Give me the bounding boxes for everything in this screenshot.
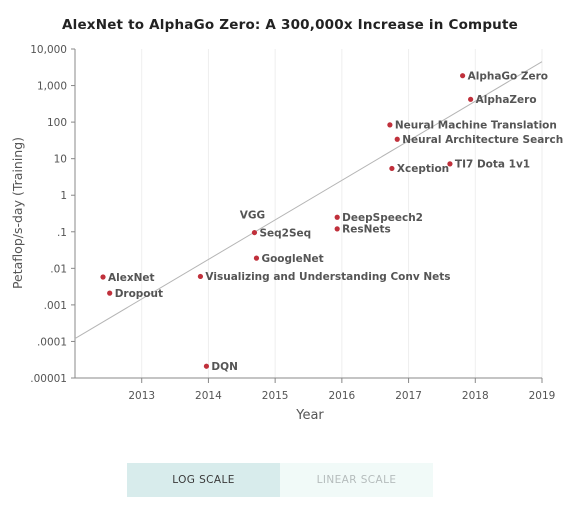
x-tick-label-2014: 2014 bbox=[195, 390, 222, 402]
y-tick-label: .0001 bbox=[37, 336, 67, 348]
y-tick-label: 1,000 bbox=[37, 81, 67, 93]
trend-line bbox=[74, 61, 543, 339]
point-label: ResNets bbox=[342, 224, 391, 236]
x-tick-label-2013: 2013 bbox=[128, 390, 155, 402]
grid-lines bbox=[141, 49, 543, 378]
point-label: Xception bbox=[397, 163, 449, 175]
x-tick-label-2016: 2016 bbox=[328, 390, 355, 402]
log-scale-button[interactable]: LOG SCALE bbox=[127, 463, 280, 497]
data-point bbox=[334, 214, 340, 220]
point-label: Dropout bbox=[115, 288, 163, 300]
axes bbox=[71, 48, 543, 383]
linear-scale-button[interactable]: LINEAR SCALE bbox=[316, 474, 397, 486]
x-tick-labels: 2013 2014 2015 2016 2017 2018 2019 bbox=[128, 390, 555, 402]
data-point bbox=[387, 122, 393, 128]
x-tick-label-2019: 2019 bbox=[529, 390, 556, 402]
y-axis-label: Petaflop/s-day (Training) bbox=[10, 137, 25, 289]
point-label: Seq2Seq bbox=[259, 227, 311, 239]
data-point bbox=[460, 73, 466, 79]
y-tick-label: 100 bbox=[47, 117, 67, 129]
x-axis-label: Year bbox=[295, 408, 324, 423]
point-label: DQN bbox=[211, 361, 237, 373]
y-tick-label: .01 bbox=[50, 263, 67, 275]
data-point bbox=[251, 229, 258, 236]
data-points bbox=[100, 73, 474, 369]
point-label: Visualizing and Understanding Conv Nets bbox=[205, 271, 450, 283]
data-point bbox=[253, 255, 260, 261]
trend-line-group bbox=[74, 61, 543, 339]
data-point bbox=[468, 96, 474, 102]
y-tick-labels: 10,000 1,000 100 10 1 .1 .01 .001 .0001 .00001 bbox=[30, 44, 67, 385]
scale-toggle: LOG SCALE LINEAR SCALE bbox=[127, 463, 433, 497]
data-point bbox=[394, 136, 400, 142]
data-point bbox=[447, 161, 453, 167]
point-label: AlphaZero bbox=[476, 94, 537, 106]
y-tick-label: .001 bbox=[44, 300, 67, 312]
y-tick-label: 1 bbox=[60, 190, 67, 202]
chart-title: AlexNet to AlphaGo Zero: A 300,000x Incr… bbox=[61, 17, 519, 33]
scatter-chart: 10,000 1,000 100 10 1 .1 .01 .001 .0001 .00001 20… bbox=[10, 44, 563, 423]
y-tick-label: .00001 bbox=[30, 373, 67, 385]
point-labels: AlexNet Dropout Visualizing and Understand… bbox=[108, 71, 563, 374]
data-point bbox=[100, 274, 106, 280]
point-label: AlphaGo Zero bbox=[468, 71, 548, 83]
data-point bbox=[203, 363, 210, 369]
data-point bbox=[107, 290, 113, 296]
data-point bbox=[334, 226, 340, 232]
point-label: Neural Architecture Search bbox=[402, 134, 563, 146]
x-tick-label-2017: 2017 bbox=[395, 390, 422, 402]
point-label: TI7 Dota 1v1 bbox=[455, 159, 530, 171]
x-tick-label-2015: 2015 bbox=[262, 390, 289, 402]
y-tick-label: .1 bbox=[57, 227, 67, 239]
y-tick-label: 10,000 bbox=[30, 44, 67, 56]
point-label: DeepSpeech2 bbox=[342, 212, 423, 224]
point-label: VGG bbox=[240, 210, 265, 222]
data-point bbox=[197, 273, 204, 280]
y-tick-label: 10 bbox=[54, 154, 67, 166]
point-label: AlexNet bbox=[108, 272, 155, 284]
point-label: Neural Machine Translation bbox=[395, 120, 557, 132]
x-tick-label-2018: 2018 bbox=[462, 390, 489, 402]
point-label: GoogleNet bbox=[261, 253, 323, 265]
data-point bbox=[389, 165, 395, 172]
